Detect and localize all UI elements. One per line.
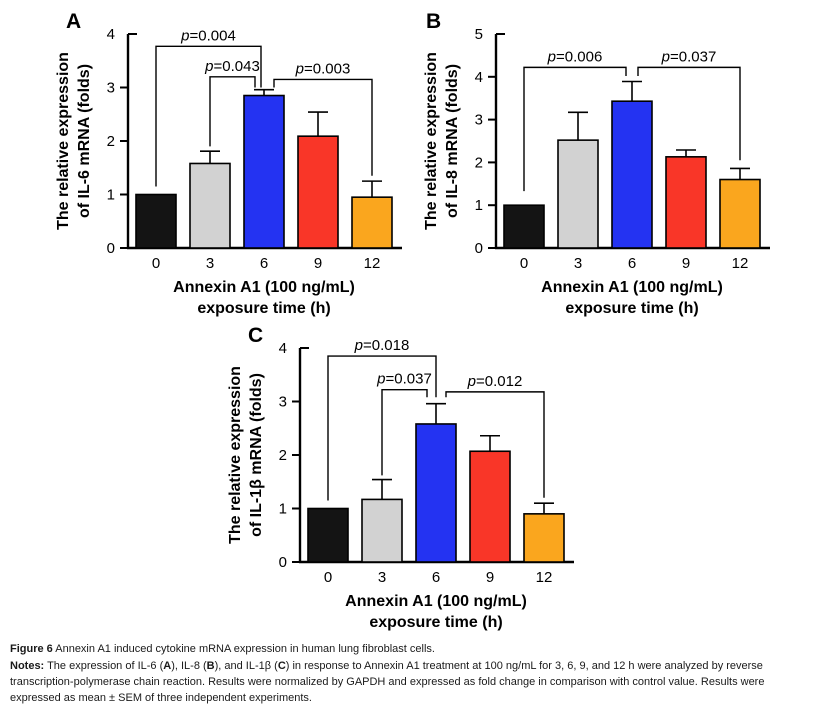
y-tick-label: 0 — [279, 554, 287, 571]
caption-title-line: Figure 6 Annexin A1 induced cytokine mRN… — [10, 642, 816, 658]
y-tick-label: 1 — [279, 501, 287, 518]
x-tick-label: 0 — [324, 569, 332, 586]
x-tick-label: 0 — [152, 255, 160, 272]
figure-title-text: Annexin A1 induced cytokine mRNA express… — [52, 643, 435, 655]
figure-caption: Figure 6 Annexin A1 induced cytokine mRN… — [10, 642, 816, 705]
x-tick-label: 12 — [364, 255, 381, 272]
y-tick-label: 2 — [475, 154, 483, 171]
significance-bracket — [445, 391, 545, 498]
figure-label: Figure 6 — [10, 643, 53, 655]
x-tick-label: 3 — [206, 255, 214, 272]
y-tick-label: 1 — [107, 187, 115, 204]
notes-bold-segment: Notes: — [10, 659, 45, 672]
notes-text-segment: The expression of IL-6 ( — [44, 659, 164, 672]
x-tick-label: 0 — [520, 255, 528, 272]
y-axis-title: of IL-6 mRNA (folds) — [76, 64, 93, 218]
p-value-label: p=0.003 — [295, 60, 351, 77]
y-tick-label: 3 — [475, 112, 483, 129]
panel-a-letter: A — [66, 10, 82, 33]
x-tick-label: 3 — [574, 255, 582, 272]
y-tick-label: 0 — [107, 240, 115, 257]
panel-b-letter: B — [426, 10, 442, 33]
bar-9h — [665, 156, 707, 249]
panel-a: A 0 1 2 3 4 0 3 6 9 12 p=0.004 p=0.043 p=0.003 Annexi… — [50, 8, 422, 324]
y-axis-title: The relative expression — [55, 52, 72, 230]
y-tick-label: 1 — [475, 197, 483, 214]
x-tick-label: 3 — [378, 569, 386, 586]
notes-bold-segment: A — [163, 659, 172, 672]
significance-bracket — [523, 66, 627, 192]
p-value-label: p=0.037 — [376, 371, 432, 388]
x-tick-label: 6 — [628, 255, 636, 272]
notes-text-segment: ), IL-8 ( — [171, 659, 207, 672]
y-tick-label: 4 — [107, 26, 115, 43]
x-tick-label: 6 — [432, 569, 440, 586]
x-tick-label: 9 — [314, 255, 322, 272]
y-tick-label: 4 — [475, 69, 483, 86]
p-value-label: p=0.012 — [467, 373, 523, 390]
p-value-label: p=0.043 — [204, 58, 260, 75]
y-axis-title: of IL-8 mRNA (folds) — [444, 64, 461, 218]
x-axis-title: Annexin A1 (100 ng/mL) — [541, 279, 723, 296]
p-value-label: p=0.004 — [180, 27, 236, 44]
significance-bracket — [327, 355, 437, 501]
y-tick-label: 5 — [475, 26, 483, 43]
significance-bracket — [273, 78, 373, 176]
y-tick-label: 4 — [279, 340, 287, 357]
y-axis-title: The relative expression — [227, 366, 244, 544]
bar-0h — [503, 204, 545, 249]
p-value-label: p=0.006 — [547, 48, 603, 65]
x-tick-label: 9 — [682, 255, 690, 272]
bar-9h — [297, 135, 339, 249]
y-tick-label: 3 — [279, 394, 287, 411]
bar-6h — [243, 94, 285, 249]
notes-text-segment: ) in response to Annexin A1 treatment at… — [10, 659, 765, 704]
x-tick-label: 12 — [732, 255, 749, 272]
notes-text-segment: ), and IL-1β ( — [214, 659, 278, 672]
bar-3h — [361, 498, 403, 563]
x-axis-title: exposure time (h) — [197, 300, 330, 317]
p-value-label: p=0.018 — [354, 337, 410, 354]
significance-bracket — [637, 66, 741, 161]
x-axis-title: Annexin A1 (100 ng/mL) — [345, 593, 527, 610]
notes-bold-segment: B — [206, 659, 215, 672]
bar-9h — [469, 450, 511, 563]
bar-0h — [307, 507, 349, 563]
notes-bold-segment: C — [277, 659, 286, 672]
y-tick-label: 2 — [107, 133, 115, 150]
significance-bracket — [209, 76, 256, 147]
bar-12h — [351, 196, 393, 249]
bar-6h — [611, 100, 653, 249]
bar-3h — [557, 139, 599, 249]
bar-12h — [523, 513, 565, 563]
x-tick-label: 12 — [536, 569, 553, 586]
bar-6h — [415, 423, 457, 563]
x-tick-label: 6 — [260, 255, 268, 272]
significance-bracket — [381, 389, 428, 476]
bar-12h — [719, 178, 761, 249]
x-axis-title: exposure time (h) — [565, 300, 698, 317]
significance-bracket — [155, 45, 262, 187]
p-value-label: p=0.037 — [661, 48, 717, 65]
y-tick-label: 0 — [475, 240, 483, 257]
x-axis-title: Annexin A1 (100 ng/mL) — [173, 279, 355, 296]
y-tick-label: 3 — [107, 80, 115, 97]
panel-c: C 0 1 2 3 4 0 3 6 9 12 p=0.018 p=0.037 p=0.012 Annexi… — [222, 322, 594, 638]
y-axis-title: The relative expression — [423, 52, 440, 230]
bar-0h — [135, 193, 177, 249]
x-axis-title: exposure time (h) — [369, 614, 502, 631]
y-tick-label: 2 — [279, 447, 287, 464]
panel-c-letter: C — [248, 324, 264, 347]
bar-3h — [189, 162, 231, 249]
figure-notes: Notes: The expression of IL-6 (A), IL-8 … — [10, 659, 816, 705]
x-tick-label: 9 — [486, 569, 494, 586]
panel-b: B 0 1 2 3 4 5 0 3 6 9 12 p=0.006 p=0.037 Annexin A1 (… — [418, 8, 790, 324]
y-axis-title: of IL-1β mRNA (folds) — [248, 373, 265, 537]
